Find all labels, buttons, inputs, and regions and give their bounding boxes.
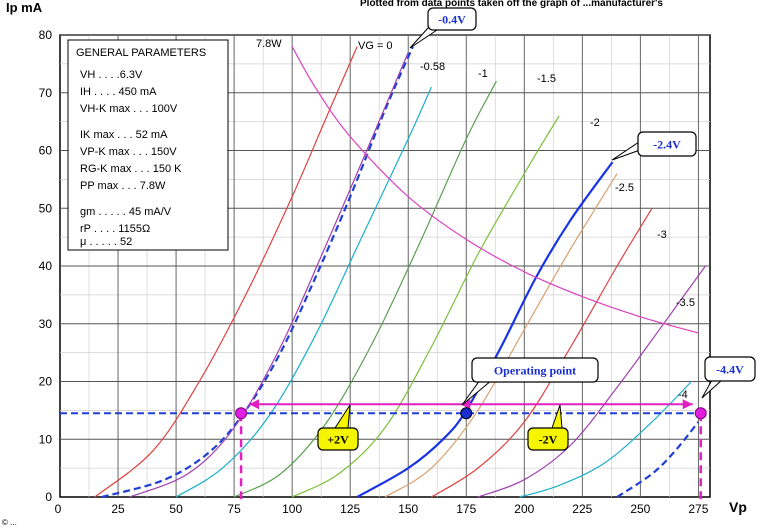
parameter-line: VP-K max . . . 150V bbox=[80, 146, 177, 158]
callout-swing-plus-box bbox=[317, 427, 359, 451]
x-tick-label: 50 bbox=[169, 502, 183, 516]
arrow-head-right bbox=[682, 399, 693, 410]
parameter-line: VH-K max . . . 100V bbox=[80, 103, 178, 115]
parameter-line: RG-K max . . . 150 K bbox=[80, 163, 182, 175]
x-tick-label: 150 bbox=[398, 502, 418, 516]
operating-point bbox=[460, 407, 473, 420]
series-label: -0.58 bbox=[420, 61, 445, 73]
labels: 0 25 50 75 100 125 150 175 200 225 250 275 0 10 20 30 40… bbox=[6, 0, 756, 516]
parameter-line: PP max . . . 7.8W bbox=[80, 180, 166, 192]
x-tick-label: 100 bbox=[282, 502, 302, 516]
y-tick-label: 80 bbox=[39, 28, 53, 42]
series-label: 7.8W bbox=[256, 38, 282, 50]
y-tick-label: 40 bbox=[39, 259, 53, 273]
series-line bbox=[291, 115, 560, 498]
y-tick-label: 50 bbox=[39, 201, 53, 215]
y-tick-label: 10 bbox=[39, 432, 53, 446]
series-line bbox=[477, 265, 706, 498]
parameter-line: VH . . . .6.3V bbox=[80, 69, 143, 81]
callout-swing-minus-text: -2V bbox=[539, 433, 558, 447]
series-line bbox=[175, 86, 432, 498]
callout-minus-0.4v-text: -0.4V bbox=[438, 13, 466, 27]
series-line bbox=[94, 46, 358, 498]
y-tick-label: 30 bbox=[39, 317, 53, 331]
parameter-line: rP . . . . 1155Ω bbox=[80, 223, 150, 235]
callout-swing-plus-text: +2V bbox=[327, 433, 349, 447]
series-label: VG = 0 bbox=[358, 40, 393, 52]
series-label: -2.5 bbox=[615, 182, 634, 194]
series-line bbox=[291, 46, 699, 334]
series-label: -3 bbox=[657, 229, 667, 241]
x-tick-label: 75 bbox=[227, 502, 241, 516]
x-tick-label: 25 bbox=[111, 502, 125, 516]
x-tick-label: 125 bbox=[340, 502, 360, 516]
callout-swing-plus: +2V bbox=[317, 404, 359, 451]
callout-minus-4.4v-box bbox=[704, 356, 756, 382]
callout-operating-point-text: Operating point bbox=[494, 364, 576, 378]
header-note: Plotted from data points taken off the g… bbox=[360, 0, 663, 9]
y-axis-label: Ip mA bbox=[6, 0, 43, 15]
callout-minus-2.4v: -2.4V bbox=[611, 131, 697, 161]
callout-minus-4.4v: -4.4V bbox=[701, 356, 756, 399]
x-tick-label: 275 bbox=[688, 502, 708, 516]
callout-minus-0.4v: -0.4V bbox=[409, 7, 477, 49]
swing-point bbox=[694, 407, 707, 420]
y-tick-label: 60 bbox=[39, 144, 53, 158]
parameter-line: IK max . . . 52 mA bbox=[80, 129, 168, 141]
series-label: -1 bbox=[478, 68, 488, 80]
copyright: © ... bbox=[2, 518, 17, 527]
series-line bbox=[519, 381, 692, 498]
x-tick-label: 250 bbox=[630, 502, 650, 516]
y-tick-label: 70 bbox=[39, 86, 53, 100]
arrow-head-mid-left bbox=[460, 399, 471, 410]
parameters-title: GENERAL PARAMETERS bbox=[76, 47, 206, 59]
callout-minus-0.4v-box bbox=[427, 7, 477, 31]
x-tick-label: 0 bbox=[55, 502, 62, 516]
series-line bbox=[129, 52, 409, 498]
series-label: -2 bbox=[590, 117, 600, 129]
parameters-box bbox=[67, 39, 229, 251]
callout-minus-2.4v-text: -2.4V bbox=[653, 138, 681, 152]
x-tick-label: 225 bbox=[572, 502, 592, 516]
parameter-line: gm . . . . . 45 mA/V bbox=[80, 206, 172, 218]
series-label: -1.5 bbox=[537, 73, 556, 85]
x-tick-label: 200 bbox=[514, 502, 534, 516]
swing-point bbox=[235, 407, 248, 420]
callout-swing-minus: -2V bbox=[527, 404, 569, 451]
callout-minus-2.4v-box bbox=[637, 131, 697, 157]
callout-operating-point: Operating point bbox=[461, 357, 599, 406]
x-tick-label: 175 bbox=[456, 502, 476, 516]
arrow-head-left bbox=[249, 399, 260, 410]
series-label: -4 bbox=[678, 389, 688, 401]
y-tick-label: 20 bbox=[39, 375, 53, 389]
series-label: -3.5 bbox=[676, 297, 695, 309]
callout-minus-4.4v-text: -4.4V bbox=[716, 363, 744, 377]
overlay bbox=[60, 399, 707, 503]
y-tick-label: 0 bbox=[45, 490, 52, 504]
parameter-line: IH . . . . 450 mA bbox=[80, 86, 157, 98]
parameter-line: μ . . . . . 52 bbox=[80, 236, 132, 248]
series-line bbox=[616, 421, 700, 498]
series-line bbox=[233, 80, 497, 498]
x-axis-label: Vp bbox=[729, 499, 747, 515]
callout-swing-minus-box bbox=[527, 427, 569, 451]
callout-operating-point-box bbox=[471, 357, 599, 383]
